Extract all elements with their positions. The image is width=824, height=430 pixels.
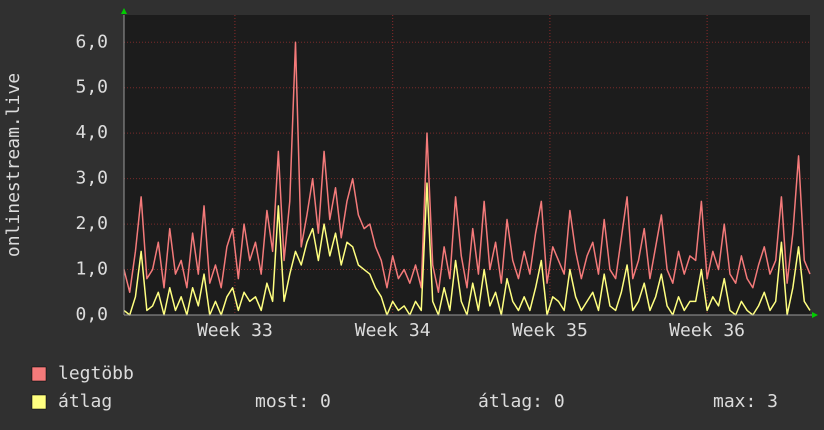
x-tick-label: Week 34	[355, 320, 431, 341]
y-tick-label: 5,0	[75, 77, 108, 98]
y-tick-label: 4,0	[75, 122, 108, 143]
y-axis-label: onlinestream.live	[3, 73, 24, 257]
legend-swatch	[31, 366, 47, 382]
y-tick-label: 6,0	[75, 31, 108, 52]
x-axis-arrow	[812, 312, 818, 318]
legend-label: legtöbb	[58, 363, 134, 384]
legend-stat: átlag: 0	[478, 391, 565, 412]
x-tick-label: Week 35	[512, 320, 588, 341]
y-tick-label: 0,0	[75, 304, 108, 325]
y-axis-arrow	[121, 8, 127, 14]
legend-swatch	[31, 394, 47, 410]
legend-stat: max: 3	[713, 391, 778, 412]
x-tick-label: Week 33	[197, 320, 273, 341]
series-line	[123, 41, 811, 294]
x-tick-label: Week 36	[669, 320, 745, 341]
legend: legtöbb átlag most: 0 átlag: 0 max: 3	[31, 363, 778, 412]
axes	[121, 8, 818, 318]
plot-area	[124, 15, 810, 315]
y-tick-label: 1,0	[75, 259, 108, 280]
legend-label: átlag	[58, 391, 112, 412]
y-tick-label: 2,0	[75, 213, 108, 234]
y-tick-label: 3,0	[75, 168, 108, 189]
legend-stat: most: 0	[255, 391, 331, 412]
